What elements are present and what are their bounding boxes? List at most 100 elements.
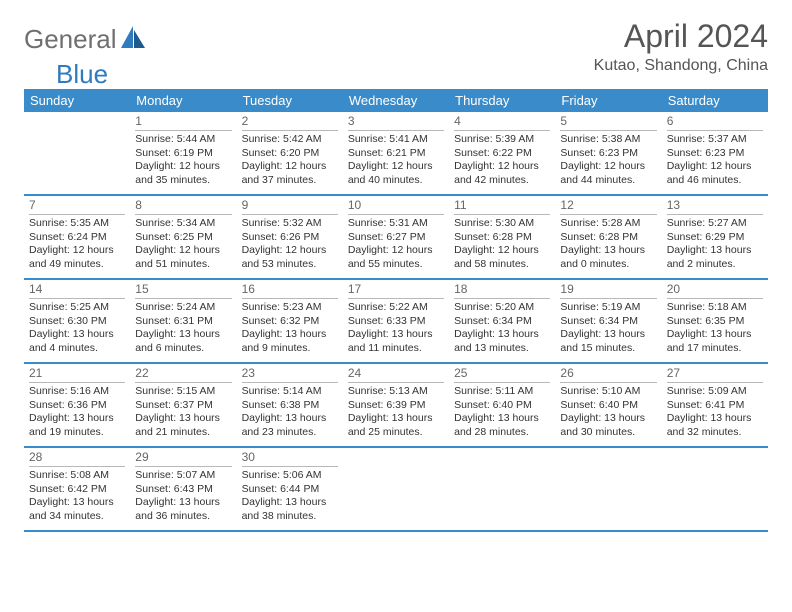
sunrise-text: Sunrise: 5:10 AM	[560, 385, 656, 399]
sunrise-text: Sunrise: 5:24 AM	[135, 301, 231, 315]
page-subtitle: Kutao, Shandong, China	[594, 57, 768, 75]
calendar-cell: 13Sunrise: 5:27 AMSunset: 6:29 PMDayligh…	[662, 196, 768, 278]
sunrise-text: Sunrise: 5:09 AM	[667, 385, 763, 399]
daylight1-text: Daylight: 12 hours	[667, 160, 763, 174]
daylight1-text: Daylight: 13 hours	[135, 496, 231, 510]
sunrise-text: Sunrise: 5:18 AM	[667, 301, 763, 315]
calendar-cell: 28Sunrise: 5:08 AMSunset: 6:42 PMDayligh…	[24, 448, 130, 530]
daylight2-text: and 25 minutes.	[348, 426, 444, 440]
calendar-cell	[343, 448, 449, 530]
daylight2-text: and 49 minutes.	[29, 258, 125, 272]
day-number: 15	[135, 283, 231, 299]
brand-logo: General	[24, 24, 147, 55]
day-number: 16	[242, 283, 338, 299]
daylight1-text: Daylight: 13 hours	[29, 328, 125, 342]
daylight1-text: Daylight: 12 hours	[348, 244, 444, 258]
daylight1-text: Daylight: 12 hours	[135, 244, 231, 258]
day-number: 6	[667, 115, 763, 131]
sunrise-text: Sunrise: 5:32 AM	[242, 217, 338, 231]
day-header: Friday	[555, 89, 661, 112]
sunrise-text: Sunrise: 5:11 AM	[454, 385, 550, 399]
day-number: 8	[135, 199, 231, 215]
sunset-text: Sunset: 6:19 PM	[135, 147, 231, 161]
sunset-text: Sunset: 6:23 PM	[667, 147, 763, 161]
sunset-text: Sunset: 6:26 PM	[242, 231, 338, 245]
sunrise-text: Sunrise: 5:20 AM	[454, 301, 550, 315]
daylight2-text: and 53 minutes.	[242, 258, 338, 272]
sunset-text: Sunset: 6:35 PM	[667, 315, 763, 329]
daylight1-text: Daylight: 13 hours	[667, 244, 763, 258]
sunrise-text: Sunrise: 5:08 AM	[29, 469, 125, 483]
sunrise-text: Sunrise: 5:31 AM	[348, 217, 444, 231]
sunset-text: Sunset: 6:20 PM	[242, 147, 338, 161]
day-number: 3	[348, 115, 444, 131]
calendar-cell: 22Sunrise: 5:15 AMSunset: 6:37 PMDayligh…	[130, 364, 236, 446]
sail-icon	[121, 26, 145, 53]
day-number: 2	[242, 115, 338, 131]
daylight1-text: Daylight: 13 hours	[667, 412, 763, 426]
daylight1-text: Daylight: 12 hours	[348, 160, 444, 174]
daylight1-text: Daylight: 13 hours	[667, 328, 763, 342]
calendar-cell: 1Sunrise: 5:44 AMSunset: 6:19 PMDaylight…	[130, 112, 236, 194]
daylight1-text: Daylight: 12 hours	[242, 244, 338, 258]
sunset-text: Sunset: 6:44 PM	[242, 483, 338, 497]
daylight2-text: and 17 minutes.	[667, 342, 763, 356]
daylight2-text: and 34 minutes.	[29, 510, 125, 524]
daylight2-text: and 37 minutes.	[242, 174, 338, 188]
day-number: 4	[454, 115, 550, 131]
daylight2-text: and 40 minutes.	[348, 174, 444, 188]
sunrise-text: Sunrise: 5:25 AM	[29, 301, 125, 315]
day-header: Wednesday	[343, 89, 449, 112]
day-number: 28	[29, 451, 125, 467]
sunset-text: Sunset: 6:28 PM	[560, 231, 656, 245]
sunrise-text: Sunrise: 5:42 AM	[242, 133, 338, 147]
sunset-text: Sunset: 6:32 PM	[242, 315, 338, 329]
calendar-cell: 17Sunrise: 5:22 AMSunset: 6:33 PMDayligh…	[343, 280, 449, 362]
sunset-text: Sunset: 6:40 PM	[454, 399, 550, 413]
week-row: 7Sunrise: 5:35 AMSunset: 6:24 PMDaylight…	[24, 196, 768, 280]
sunset-text: Sunset: 6:27 PM	[348, 231, 444, 245]
sunrise-text: Sunrise: 5:06 AM	[242, 469, 338, 483]
calendar-cell: 19Sunrise: 5:19 AMSunset: 6:34 PMDayligh…	[555, 280, 661, 362]
sunrise-text: Sunrise: 5:39 AM	[454, 133, 550, 147]
calendar-cell: 27Sunrise: 5:09 AMSunset: 6:41 PMDayligh…	[662, 364, 768, 446]
sunrise-text: Sunrise: 5:38 AM	[560, 133, 656, 147]
sunrise-text: Sunrise: 5:44 AM	[135, 133, 231, 147]
daylight2-text: and 21 minutes.	[135, 426, 231, 440]
sunrise-text: Sunrise: 5:23 AM	[242, 301, 338, 315]
daylight2-text: and 11 minutes.	[348, 342, 444, 356]
daylight1-text: Daylight: 13 hours	[560, 412, 656, 426]
daylight1-text: Daylight: 13 hours	[348, 328, 444, 342]
daylight2-text: and 58 minutes.	[454, 258, 550, 272]
day-header: Saturday	[662, 89, 768, 112]
calendar-cell: 21Sunrise: 5:16 AMSunset: 6:36 PMDayligh…	[24, 364, 130, 446]
calendar-cell: 5Sunrise: 5:38 AMSunset: 6:23 PMDaylight…	[555, 112, 661, 194]
sunrise-text: Sunrise: 5:28 AM	[560, 217, 656, 231]
sunrise-text: Sunrise: 5:27 AM	[667, 217, 763, 231]
daylight1-text: Daylight: 13 hours	[135, 328, 231, 342]
calendar-cell: 29Sunrise: 5:07 AMSunset: 6:43 PMDayligh…	[130, 448, 236, 530]
daylight2-text: and 55 minutes.	[348, 258, 444, 272]
calendar-cell	[555, 448, 661, 530]
day-number: 24	[348, 367, 444, 383]
calendar-cell: 15Sunrise: 5:24 AMSunset: 6:31 PMDayligh…	[130, 280, 236, 362]
calendar: SundayMondayTuesdayWednesdayThursdayFrid…	[24, 89, 768, 532]
daylight2-text: and 35 minutes.	[135, 174, 231, 188]
sunset-text: Sunset: 6:36 PM	[29, 399, 125, 413]
sunrise-text: Sunrise: 5:07 AM	[135, 469, 231, 483]
day-number: 19	[560, 283, 656, 299]
day-number: 7	[29, 199, 125, 215]
day-header-row: SundayMondayTuesdayWednesdayThursdayFrid…	[24, 89, 768, 112]
day-number: 29	[135, 451, 231, 467]
calendar-cell: 25Sunrise: 5:11 AMSunset: 6:40 PMDayligh…	[449, 364, 555, 446]
daylight1-text: Daylight: 13 hours	[454, 328, 550, 342]
day-number: 23	[242, 367, 338, 383]
sunrise-text: Sunrise: 5:16 AM	[29, 385, 125, 399]
day-header: Sunday	[24, 89, 130, 112]
sunset-text: Sunset: 6:42 PM	[29, 483, 125, 497]
calendar-cell: 9Sunrise: 5:32 AMSunset: 6:26 PMDaylight…	[237, 196, 343, 278]
daylight1-text: Daylight: 13 hours	[560, 328, 656, 342]
sunrise-text: Sunrise: 5:22 AM	[348, 301, 444, 315]
day-number: 18	[454, 283, 550, 299]
header: General April 2024 Kutao, Shandong, Chin…	[24, 18, 768, 75]
